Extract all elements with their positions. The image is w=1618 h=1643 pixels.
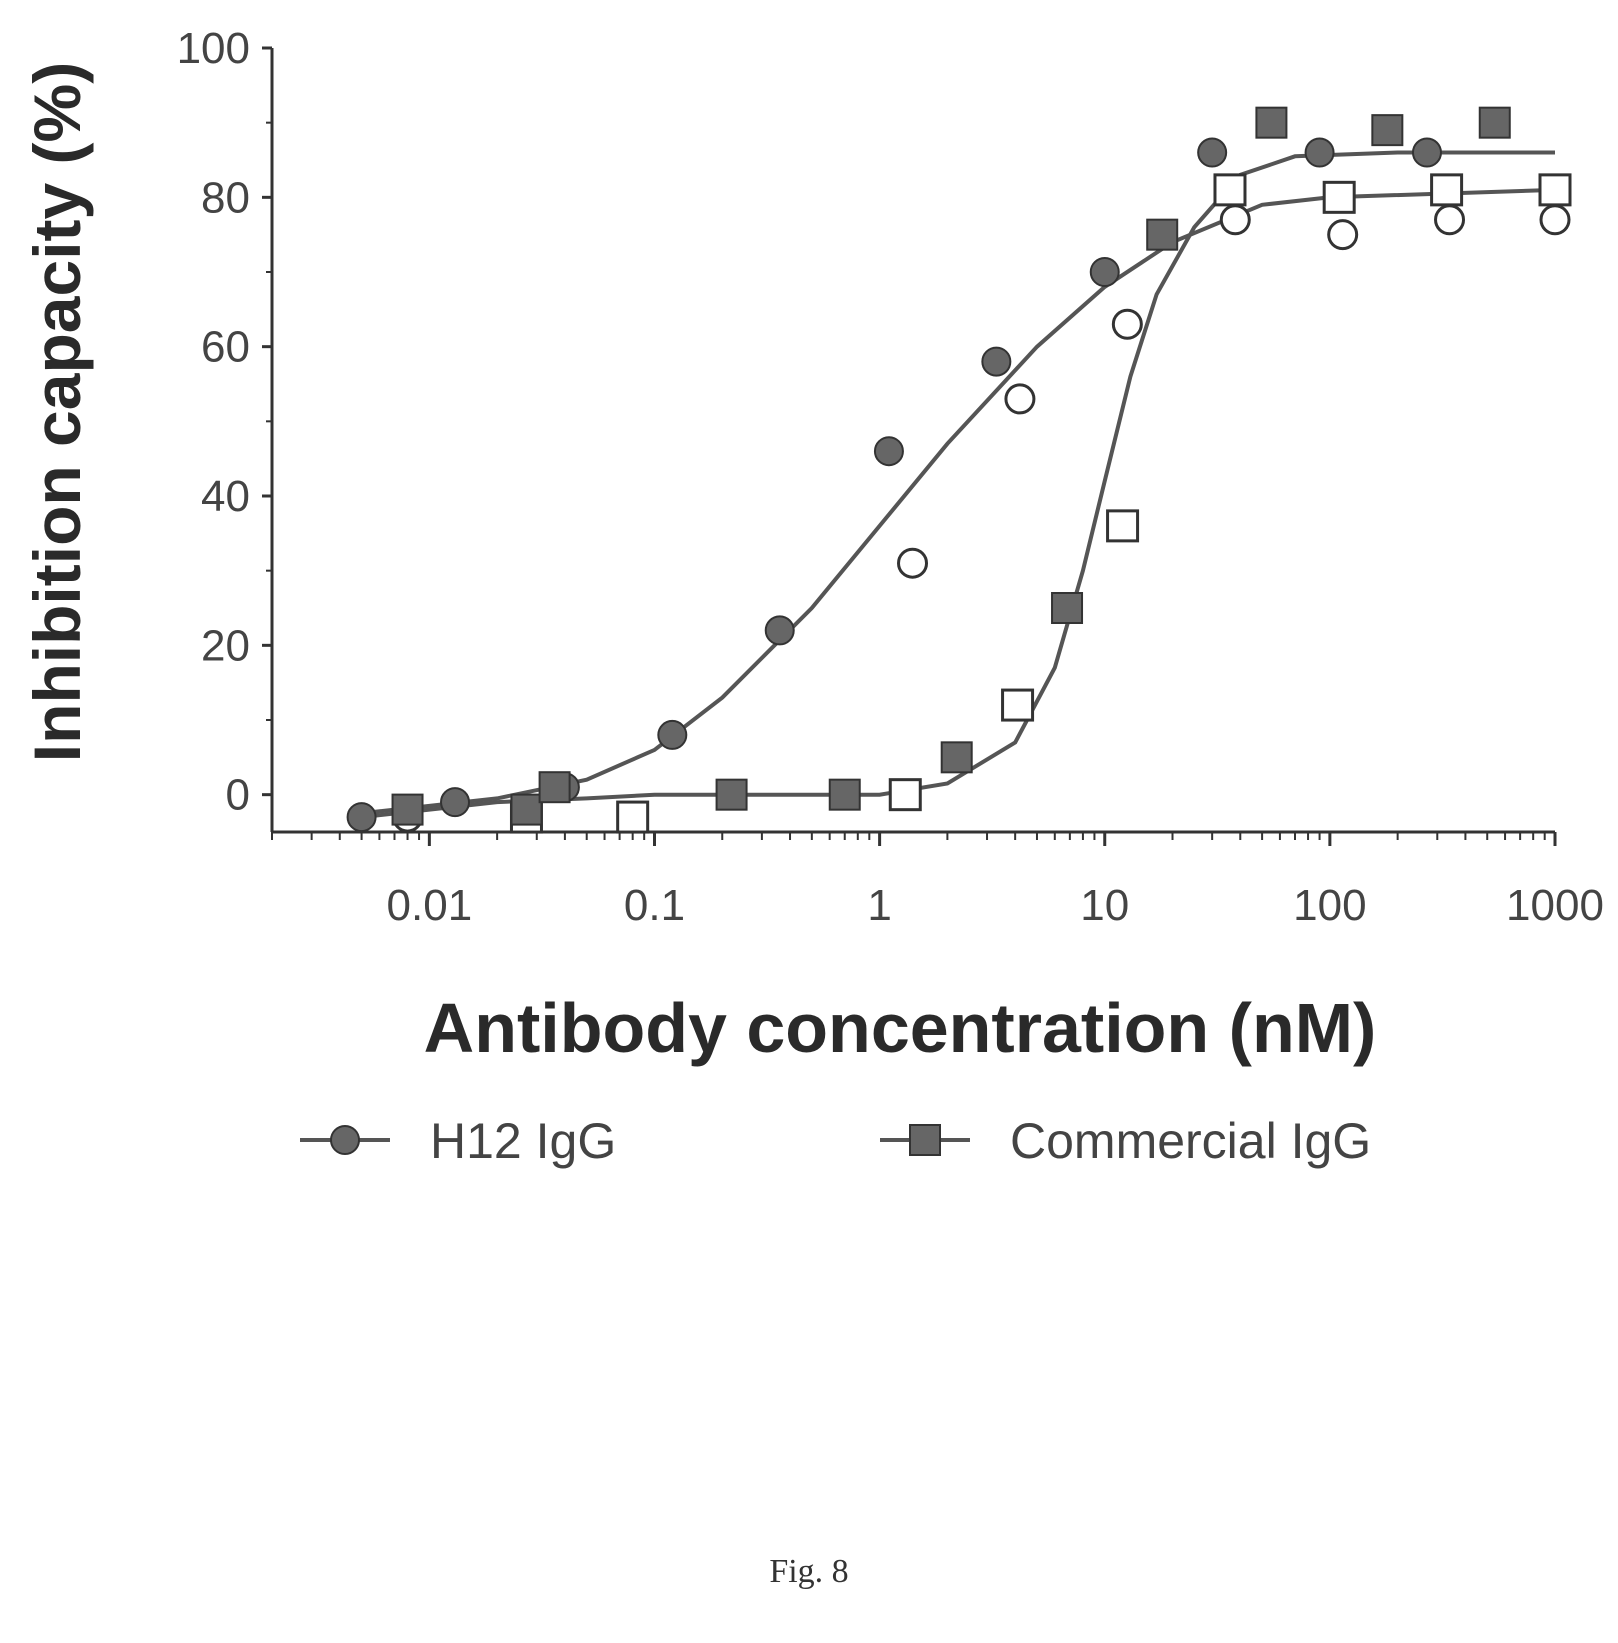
axis-labels: 0 20 40 60 80 100 0.01 0.1 1 10 100 1000: [177, 24, 1604, 930]
data-point: [510, 793, 543, 826]
open-data-point: [1327, 219, 1359, 251]
axes: [262, 46, 1557, 846]
data-point: [1478, 106, 1511, 139]
x-tick-label: 100: [1293, 881, 1366, 930]
legend-marker: [909, 1124, 941, 1156]
legend-label: H12 IgG: [430, 1113, 616, 1169]
open-data-point: [1106, 509, 1140, 543]
data-point: [828, 778, 861, 811]
data-point: [940, 741, 973, 774]
open-data-point: [1322, 180, 1356, 214]
open-data-point: [1434, 204, 1466, 236]
legend-label: Commercial IgG: [1010, 1113, 1371, 1169]
open-data-point: [1538, 173, 1572, 207]
x-axis-title: Antibody concentration (nM): [424, 989, 1377, 1067]
data-point: [873, 436, 904, 467]
open-data-point: [888, 778, 922, 812]
data-point: [391, 793, 424, 826]
x-tick-label: 1: [867, 881, 891, 930]
legend-item: Commercial IgG: [880, 1113, 1371, 1169]
data-point: [1146, 218, 1179, 251]
open-data-point: [1004, 383, 1036, 415]
figure-caption: Fig. 8: [769, 1553, 849, 1590]
fit-curve-series-1: [361, 187, 1556, 816]
data-point: [1051, 592, 1084, 624]
y-tick-label: 60: [201, 323, 250, 372]
legend: H12 IgG Commercial IgG: [300, 1113, 1371, 1169]
data-point: [538, 771, 571, 804]
data-point: [764, 615, 795, 646]
fit-curve-series-2: [361, 150, 1555, 820]
y-tick-label: 100: [177, 24, 250, 73]
data-point: [981, 346, 1012, 377]
data-point: [440, 787, 471, 818]
y-tick-label: 0: [226, 771, 250, 820]
open-data-point: [1430, 173, 1464, 207]
data-point: [657, 719, 688, 750]
x-tick-label: 0.01: [387, 881, 473, 930]
x-tick-label: 0.1: [624, 881, 685, 930]
x-tick-label: 1000: [1506, 881, 1604, 930]
y-axis-title: Inhibition capacity (%): [20, 62, 94, 762]
legend-item: H12 IgG: [300, 1113, 616, 1169]
fit-curves: [361, 150, 1556, 820]
y-tick-label: 40: [201, 472, 250, 521]
open-data-point: [1219, 204, 1251, 236]
data-point: [1304, 137, 1335, 168]
data-markers: [346, 106, 1572, 834]
open-data-point: [616, 800, 650, 834]
data-point: [346, 802, 377, 833]
open-data-point: [1539, 204, 1571, 236]
open-data-point: [1001, 688, 1035, 722]
data-point: [1197, 137, 1228, 168]
open-data-point: [897, 547, 929, 579]
data-point: [1411, 137, 1442, 168]
y-tick-label: 80: [201, 173, 250, 222]
open-data-point: [1111, 308, 1143, 340]
legend-marker: [330, 1125, 360, 1155]
open-data-point: [1213, 173, 1247, 207]
data-point: [1089, 257, 1120, 287]
data-point: [1255, 106, 1288, 139]
data-point: [1371, 114, 1404, 147]
y-tick-label: 20: [201, 621, 250, 670]
data-point: [715, 778, 748, 811]
x-tick-label: 10: [1080, 881, 1129, 930]
